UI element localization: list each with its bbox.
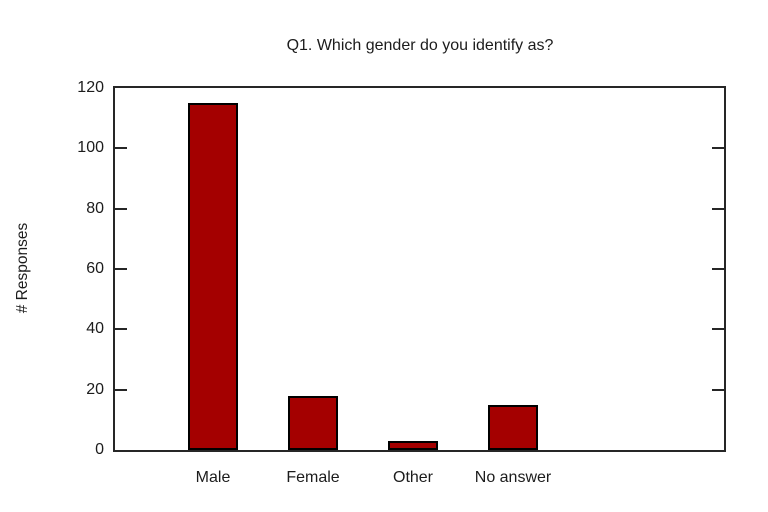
y-tick-label-120: 120: [77, 79, 104, 96]
y-tick-label-60: 60: [86, 260, 104, 277]
y-tick-mark-right-100: [712, 147, 724, 150]
x-tick-label-no-answer: No answer: [474, 469, 552, 486]
y-tick-label-40: 40: [86, 320, 104, 338]
x-tick-label-male: Male: [195, 469, 231, 486]
bar-female: [288, 396, 338, 450]
y-tick-label-100: 100: [77, 139, 104, 157]
y-axis-label: # Responses: [14, 222, 31, 314]
bar-other: [388, 441, 438, 450]
y-tick-mark-left-60: [115, 268, 127, 270]
y-tick-mark-right-60: [712, 268, 724, 270]
x-tick-label-female: Female: [286, 469, 340, 486]
y-tick-label-20: 20: [86, 380, 104, 398]
y-tick-label-0: 0: [95, 441, 104, 458]
y-tick-mark-left-80: [115, 207, 127, 210]
chart-title: Q1. Which gender do you identify as?: [286, 37, 554, 54]
y-tick-mark-right-20: [712, 388, 724, 391]
x-tick-label-other: Other: [392, 469, 434, 486]
bar-no-answer: [488, 405, 538, 450]
plot-area: [113, 86, 726, 452]
y-tick-mark-left-100: [115, 147, 127, 150]
y-tick-mark-right-40: [712, 328, 724, 331]
y-tick-mark-left-40: [115, 328, 127, 331]
y-tick-mark-right-80: [712, 207, 724, 210]
y-tick-label-80: 80: [86, 199, 104, 217]
bar-male: [188, 103, 238, 450]
y-tick-mark-left-20: [115, 388, 127, 391]
